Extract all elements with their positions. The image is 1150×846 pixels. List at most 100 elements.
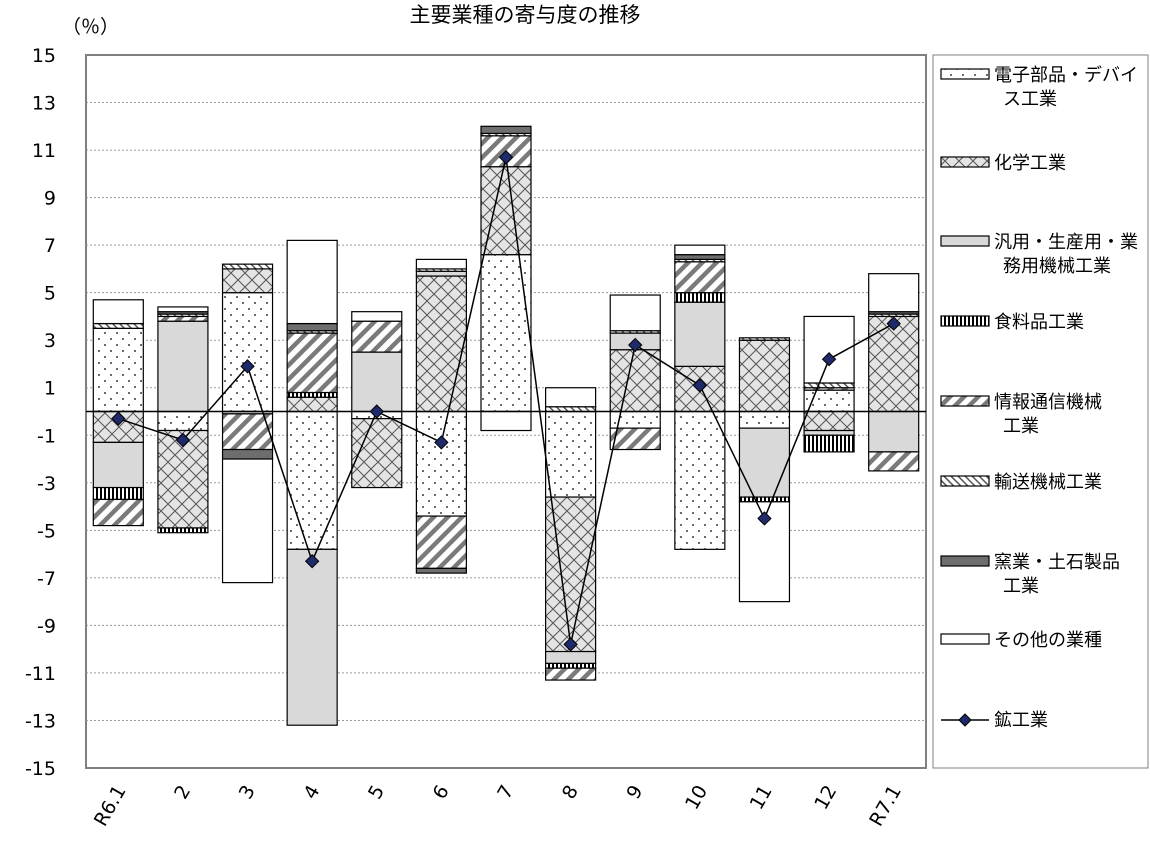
bar-electronic xyxy=(480,254,532,413)
bar-ict xyxy=(609,427,661,451)
x-tick-label: R6.1 xyxy=(90,782,131,831)
x-tick-label: R7.1 xyxy=(865,782,906,831)
bar-ict xyxy=(221,413,274,451)
legend-swatch-food xyxy=(940,315,990,327)
x-tick-label: 9 xyxy=(622,782,647,803)
mining-point xyxy=(240,359,255,374)
y-tick-label: 15 xyxy=(32,45,56,67)
bar-electronic xyxy=(738,410,791,429)
legend-label-ict: 情報通信機械工業 xyxy=(994,392,1102,437)
legend-swatch-electronic xyxy=(940,68,990,80)
bar-electronic xyxy=(286,410,338,550)
bar-ceramics xyxy=(480,125,532,135)
y-tick-label: -1 xyxy=(37,425,56,447)
y-tick-label: 9 xyxy=(44,188,56,210)
bar-other xyxy=(221,458,274,584)
bar-food xyxy=(157,527,209,534)
bar-food xyxy=(545,662,597,669)
y-tick-label: -3 xyxy=(37,473,56,495)
bars xyxy=(92,125,920,726)
bar-ict xyxy=(286,332,338,394)
y-tick-label: -15 xyxy=(25,758,56,780)
x-tick-label: 2 xyxy=(170,782,195,803)
bar-other xyxy=(92,299,144,325)
y-tick-label: -9 xyxy=(37,615,56,637)
y-axis-ticks: 15 13 11 9 7 5 3 1 -1 -3 -5 -7 -9 -11 -13 -15 xyxy=(25,45,56,780)
legend-label-electronic: 電子部品・デバイス工業 xyxy=(994,65,1138,110)
bar-transport xyxy=(738,337,791,341)
bar-machinery xyxy=(545,650,597,665)
bar-chemical xyxy=(286,396,338,413)
bar-electronic xyxy=(545,410,597,498)
mining-point xyxy=(434,435,449,450)
y-tick-label: 1 xyxy=(44,378,56,400)
legend-label-ceramics: 窯業・土石製品工業 xyxy=(994,552,1120,597)
y-tick-label: 3 xyxy=(44,330,56,352)
mining-point xyxy=(821,352,837,367)
mining-point xyxy=(886,316,901,331)
bar-machinery xyxy=(157,320,209,413)
y-tick-label: -11 xyxy=(25,663,56,685)
legend-swatch-ceramics xyxy=(940,555,990,567)
legend-label-chemical: 化学工業 xyxy=(994,153,1066,174)
bar-other xyxy=(868,273,920,313)
chart-title: 主要業種の寄与度の推移 xyxy=(410,3,641,27)
bar-ict xyxy=(415,515,467,569)
legend-marker-mining xyxy=(958,713,972,727)
x-axis-ticks: R6.1 2 3 4 5 6 7 8 9 10 11 12 R7.1 xyxy=(90,782,906,831)
x-tick-label: 12 xyxy=(810,782,841,814)
bar-ict xyxy=(157,315,209,322)
bar-other xyxy=(351,311,403,322)
bar-other xyxy=(286,239,338,325)
bar-chemical xyxy=(738,339,791,413)
bar-food xyxy=(803,434,855,453)
bar-machinery xyxy=(351,351,403,413)
bar-machinery xyxy=(803,429,855,436)
bar-machinery xyxy=(738,427,791,498)
legend-label-food: 食料品工業 xyxy=(994,312,1084,333)
x-tick-label: 7 xyxy=(493,782,518,803)
bar-machinery xyxy=(674,301,726,367)
mining-point xyxy=(175,432,191,448)
bar-food xyxy=(738,496,791,503)
bar-chemical xyxy=(480,166,532,256)
bar-chemical xyxy=(351,418,403,489)
x-tick-label: 10 xyxy=(681,782,712,814)
bar-ict xyxy=(545,667,597,681)
bar-electronic xyxy=(674,410,726,550)
bar-other xyxy=(609,294,661,332)
legend-swatch-chemical xyxy=(940,156,990,168)
mining-point xyxy=(498,149,514,165)
legend-swatch-transport xyxy=(940,475,990,487)
y-tick-label: -5 xyxy=(37,520,56,542)
mining-point xyxy=(628,337,643,353)
bar-chemical xyxy=(221,268,274,294)
bar-ceramics xyxy=(415,567,467,574)
mining-point xyxy=(692,378,708,393)
y-tick-label: -7 xyxy=(37,568,56,590)
bar-electronic xyxy=(92,327,144,413)
bar-machinery xyxy=(415,270,467,277)
legend-swatch-other xyxy=(940,633,990,645)
legend-swatch-ict xyxy=(940,395,990,407)
y-tick-label: 11 xyxy=(32,140,56,162)
bar-machinery xyxy=(868,410,920,453)
mining-point xyxy=(757,511,772,526)
bar-transport xyxy=(92,322,144,329)
bar-ceramics xyxy=(221,448,274,460)
y-tick-label: 7 xyxy=(44,235,56,257)
bar-machinery xyxy=(92,441,144,489)
y-tick-label: 13 xyxy=(32,93,56,115)
legend-swatch-machinery xyxy=(940,235,990,247)
x-tick-label: 11 xyxy=(746,782,777,814)
bar-other xyxy=(674,244,726,256)
mining-line-series xyxy=(111,149,901,652)
bar-chemical xyxy=(415,275,467,413)
legend-box xyxy=(932,54,1149,769)
bar-ceramics xyxy=(674,254,726,260)
bar-ict xyxy=(674,261,726,294)
legend-label-mining: 鉱工業 xyxy=(994,710,1048,731)
legend-label-machinery: 汎用・生産用・業務用機械工業 xyxy=(994,232,1138,277)
bar-ict xyxy=(351,320,403,353)
